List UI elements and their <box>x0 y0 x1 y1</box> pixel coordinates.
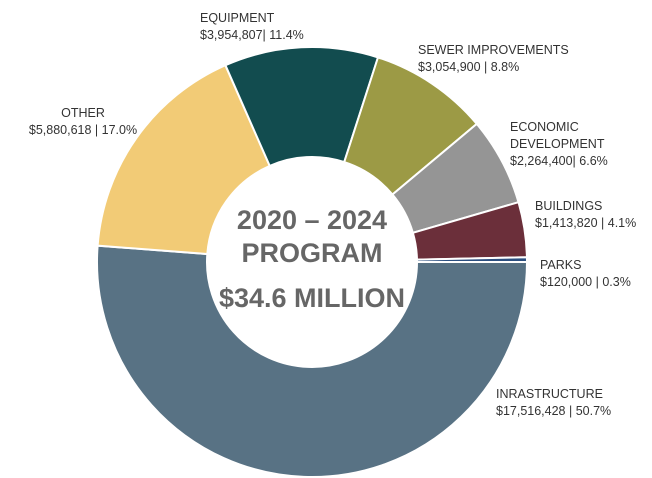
label-name: BUILDINGS <box>535 199 603 213</box>
slice-label: INRASTRUCTURE $17,516,428 | 50.7% <box>496 386 611 420</box>
label-value: $3,954,807| 11.4% <box>200 28 304 42</box>
center-line: PROGRAM <box>242 238 383 268</box>
label-value: $5,880,618 | 17.0% <box>28 123 138 137</box>
center-line: 2020 – 2024 <box>237 205 387 235</box>
slice-label: OTHER $5,880,618 | 17.0% <box>0 105 166 139</box>
label-name: EQUIPMENT <box>200 11 275 25</box>
slice-label: EQUIPMENT $3,954,807| 11.4% <box>200 10 304 44</box>
center-line: $34.6 MILLION <box>219 283 405 313</box>
label-value: $1,413,820 | 4.1% <box>535 216 637 230</box>
label-name: PARKS <box>540 258 582 272</box>
slice <box>96 244 529 478</box>
slice-label: ECONOMIC DEVELOPMENT $2,264,400| 6.6% <box>510 119 620 170</box>
slice <box>96 63 272 256</box>
label-name: ECONOMIC DEVELOPMENT <box>510 120 605 151</box>
label-name: INRASTRUCTURE <box>496 387 603 401</box>
slice-label: BUILDINGS $1,413,820 | 4.1% <box>535 198 636 232</box>
label-name: SEWER IMPROVEMENTS <box>418 43 569 57</box>
label-value: $120,000 | 0.3% <box>540 275 631 289</box>
label-name: OTHER <box>61 106 105 120</box>
slice <box>415 256 529 263</box>
slice-label: PARKS $120,000 | 0.3% <box>540 257 631 291</box>
label-value: $2,264,400| 6.6% <box>510 154 608 168</box>
label-value: $3,054,900 | 8.8% <box>418 60 520 74</box>
slice-label: SEWER IMPROVEMENTS $3,054,900 | 8.8% <box>418 42 569 76</box>
label-value: $17,516,428 | 50.7% <box>496 404 612 418</box>
